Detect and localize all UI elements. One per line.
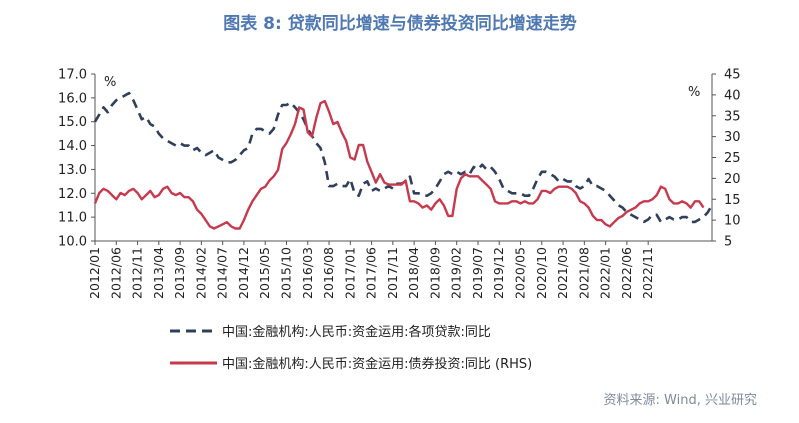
x-tick-label: 2017/06 xyxy=(364,247,379,299)
left-axis-unit: % xyxy=(104,75,116,90)
right-tick-label: 10 xyxy=(724,214,741,229)
x-tick-label: 2012/01 xyxy=(87,247,102,299)
right-axis-unit: % xyxy=(688,85,700,100)
right-tick-label: 15 xyxy=(724,193,741,208)
right-tick-label: 25 xyxy=(724,151,741,166)
right-tick-label: 20 xyxy=(724,172,741,187)
x-tick-label: 2013/09 xyxy=(172,247,187,299)
left-tick-label: 12.0 xyxy=(58,187,87,202)
x-tick-label: 2018/04 xyxy=(406,247,421,299)
x-tick-label: 2015/10 xyxy=(278,247,293,299)
x-tick-label: 2015/05 xyxy=(257,247,272,299)
legend: 中国:金融机构:人民币:资金运用:各项贷款:同比 中国:金融机构:人民币:资金运… xyxy=(170,324,532,372)
x-tick-label: 2022/11 xyxy=(640,247,655,299)
x-tick-label: 2014/07 xyxy=(215,247,230,299)
x-tick-label: 2022/01 xyxy=(598,247,613,299)
right-tick-label: 45 xyxy=(724,68,741,83)
x-tick-label: 2016/03 xyxy=(300,247,315,299)
x-tick-label: 2014/12 xyxy=(236,247,251,299)
chart-title: 图表 8: 贷款同比增速与债券投资同比增速走势 xyxy=(223,13,576,34)
x-tick-label: 2016/08 xyxy=(321,247,336,299)
x-tick-label: 2012/11 xyxy=(130,247,145,299)
series-line-loans xyxy=(93,91,714,224)
x-tick-label: 2018/09 xyxy=(427,247,442,299)
x-tick-label: 2013/04 xyxy=(151,247,166,299)
x-tick-label: 2017/11 xyxy=(385,247,400,299)
x-tick-label: 2019/07 xyxy=(470,247,485,299)
right-tick-label: 40 xyxy=(724,88,741,103)
x-tick-label: 2020/05 xyxy=(513,247,528,299)
left-tick-label: 11.0 xyxy=(58,211,87,226)
left-tick-label: 13.0 xyxy=(58,163,87,178)
series-line-bonds xyxy=(93,99,705,230)
x-tick-label: 2021/08 xyxy=(576,247,591,299)
source-note: 资料来源: Wind, 兴业研究 xyxy=(604,393,757,408)
x-tick-label: 2019/12 xyxy=(491,247,506,299)
right-tick-label: 5 xyxy=(724,235,732,250)
left-tick-label: 16.0 xyxy=(58,91,87,106)
x-tick-label: 2021/03 xyxy=(555,247,570,299)
right-tick-label: 35 xyxy=(724,109,741,124)
x-tick-label: 2019/02 xyxy=(449,247,464,299)
x-tick-label: 2012/06 xyxy=(108,247,123,299)
legend-item-loans: 中国:金融机构:人民币:资金运用:各项贷款:同比 xyxy=(170,324,491,340)
legend-label-bonds: 中国:金融机构:人民币:资金运用:债券投资:同比 (RHS) xyxy=(222,356,532,372)
left-tick-label: 17.0 xyxy=(58,68,87,83)
right-tick-label: 30 xyxy=(724,130,741,145)
legend-label-loans: 中国:金融机构:人民币:资金运用:各项贷款:同比 xyxy=(222,324,491,340)
x-tick-label: 2020/10 xyxy=(534,247,549,299)
x-tick-label: 2022/06 xyxy=(619,247,634,299)
plot-area: 10.011.012.013.014.015.016.017.051015202… xyxy=(58,68,741,299)
left-tick-label: 14.0 xyxy=(58,139,87,154)
legend-item-bonds: 中国:金融机构:人民币:资金运用:债券投资:同比 (RHS) xyxy=(170,356,532,372)
left-tick-label: 10.0 xyxy=(58,235,87,250)
x-tick-label: 2017/01 xyxy=(342,247,357,299)
left-tick-label: 15.0 xyxy=(58,115,87,130)
x-tick-label: 2014/02 xyxy=(193,247,208,299)
